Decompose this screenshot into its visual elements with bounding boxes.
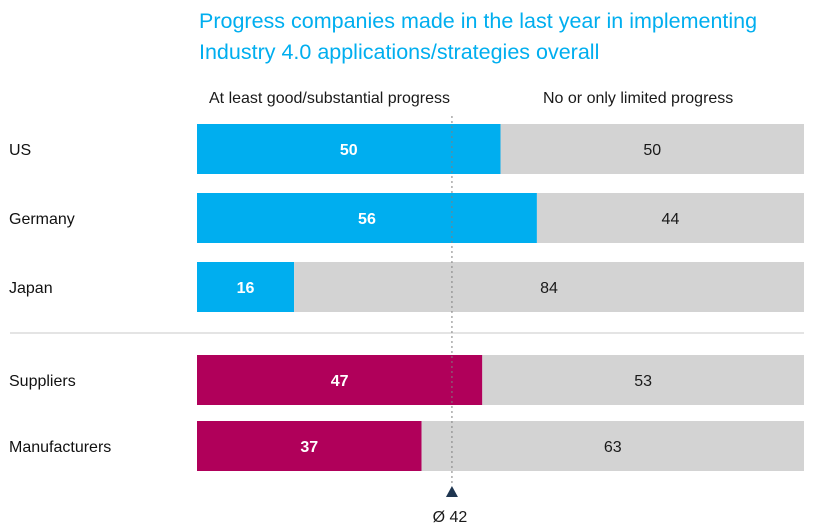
category-label: Germany	[9, 211, 75, 228]
average-label: Ø 42	[433, 509, 468, 526]
chart-title: Progress companies made in the last year…	[199, 6, 811, 68]
chart-title-line-2: Industry 4.0 applications/strategies ove…	[199, 40, 600, 64]
category-label: US	[9, 142, 31, 159]
value-label-limited: 44	[662, 211, 680, 228]
bar-segment-limited	[536, 193, 804, 243]
bar-segment-limited	[482, 355, 804, 405]
legend-left-label: At least good/substantial progress	[209, 90, 451, 107]
value-label-progress: 50	[340, 142, 358, 159]
value-label-progress: 37	[300, 439, 318, 456]
bar-segment-progress	[197, 124, 501, 174]
bar-segment-limited	[421, 421, 804, 471]
category-label: Manufacturers	[9, 439, 111, 456]
legend-right-label: No or only limited progress	[543, 90, 734, 107]
value-label-progress: 56	[358, 211, 376, 228]
category-label: Japan	[9, 280, 53, 297]
value-label-limited: 50	[643, 142, 661, 159]
bar-segment-limited	[500, 124, 804, 174]
bar-segment-progress	[197, 421, 422, 471]
bar-segment-limited	[294, 262, 804, 312]
value-label-progress: 47	[331, 373, 349, 390]
chart-title-line-1: Progress companies made in the last year…	[199, 9, 758, 33]
bar-segment-progress	[197, 193, 537, 243]
value-label-limited: 63	[604, 439, 622, 456]
value-label-limited: 84	[540, 280, 558, 297]
category-label: Suppliers	[9, 373, 76, 390]
bar-segment-progress	[197, 262, 295, 312]
average-marker-icon	[445, 486, 458, 497]
value-label-progress: 16	[237, 280, 255, 297]
value-label-limited: 53	[634, 373, 652, 390]
bar-segment-progress	[197, 355, 483, 405]
